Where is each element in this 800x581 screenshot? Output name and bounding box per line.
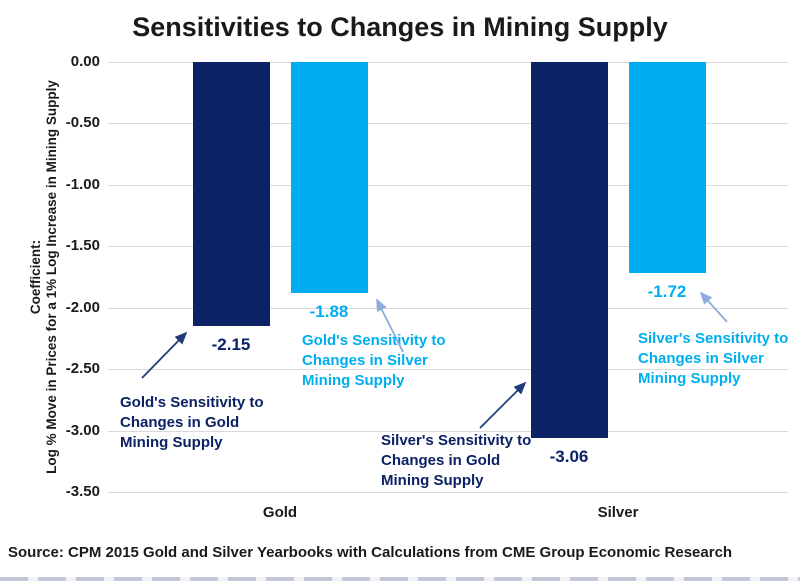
bar-value-label: -1.72 [647,282,687,302]
y-axis-tick-label: 0.00 [70,53,100,70]
bar-value-label: -1.88 [309,301,349,321]
annotation-line: Silver's Sensitivity to [381,432,532,449]
bar-gold-light_blue [290,62,368,293]
x-axis-label-gold: Gold [262,504,298,521]
source-text: Source: CPM 2015 Gold and Silver Yearboo… [8,544,733,561]
annotation-text: Gold's Sensitivity to Changes in Gold Mini… [120,393,264,453]
bar-silver-light_blue [628,62,706,274]
annotation-arrow [479,381,527,429]
annotation-line: Changes in Gold [381,452,501,469]
gridline [108,369,788,371]
y-axis-tick-label: -2.50 [65,360,100,378]
gridline [108,430,788,432]
annotation-line: Changes in Silver [302,352,428,369]
annotation-line: Mining Supply [381,472,484,489]
y-axis-tick-label: -1.50 [65,237,100,255]
y-axis-title-line2: Log % Move in Prices for a 1% Log Increa… [44,80,59,474]
annotation-arrow [141,331,188,379]
gridline [108,307,788,309]
annotation-line: Silver's Sensitivity to [638,330,789,347]
gridline [108,123,788,125]
gridline [108,492,788,493]
bar-value-label: -2.15 [211,335,251,355]
annotation-text: Silver's Sensitivity to Changes in Gold Mi… [381,431,531,491]
gridline [108,184,788,186]
chart-title: Sensitivities to Changes in Mining Suppl… [132,12,668,42]
y-axis-tick-label: -0.50 [65,114,100,132]
annotation-text: Silver's Sensitivity to Changes in Silver… [638,329,788,389]
bar-gold-navy [192,62,270,327]
y-axis-title-line1: Coefficient: [28,239,43,315]
annotation-line: Changes in Silver [638,350,764,367]
y-axis-tick-label: -3.00 [65,421,100,439]
annotation-text: Gold's Sensitivity to Changes in Silver Mi… [302,331,446,391]
annotation-line: Gold's Sensitivity to [302,332,446,349]
annotation-line: Mining Supply [638,370,741,387]
annotation-line: Gold's Sensitivity to [120,394,264,411]
annotation-line: Mining Supply [302,372,405,389]
bar-value-label: -3.06 [549,446,589,466]
bar-silver-navy [530,62,608,438]
x-axis-label-silver: Silver [597,504,639,521]
y-axis-tick-label: -3.50 [65,483,100,500]
annotation-line: Changes in Gold [120,414,240,431]
annotation-line: Mining Supply [120,434,223,451]
y-axis-tick-label: -2.00 [65,298,100,316]
gridline [108,62,788,63]
y-axis-tick-label: -1.00 [65,175,100,193]
gridline [108,246,788,248]
y-axis-title: Coefficient: Log % Move in Prices for a … [28,42,60,512]
bottom-divider [0,577,800,581]
